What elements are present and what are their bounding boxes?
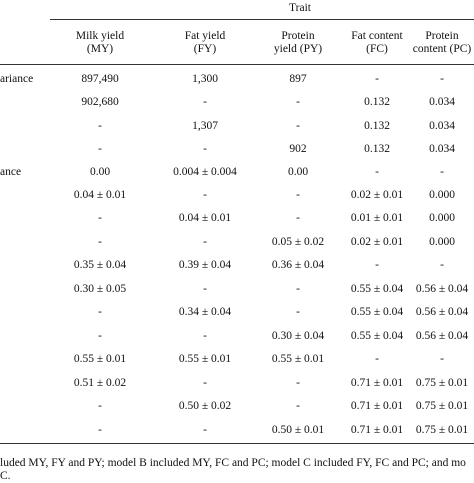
cell: 0.132: [364, 96, 390, 108]
cell: 0.00: [287, 166, 309, 178]
cell: -: [296, 377, 300, 389]
cell: 0.36 ± 0.04: [271, 259, 325, 271]
cell: -: [375, 259, 379, 271]
cell: 902: [289, 143, 307, 155]
cell: 0.34 ± 0.04: [178, 306, 232, 318]
cell: 0.71 ± 0.01: [350, 424, 404, 436]
cell: -: [296, 306, 300, 318]
cell: 0.55 ± 0.01: [73, 353, 127, 365]
cell: 0.75 ± 0.01: [415, 400, 469, 412]
cell: 0.56 ± 0.04: [415, 306, 469, 318]
cell: 897,490: [81, 73, 119, 85]
cell: 0.56 ± 0.04: [415, 283, 469, 295]
cell: -: [98, 330, 102, 342]
cell: 0.55 ± 0.04: [350, 330, 404, 342]
cell: 1,300: [192, 73, 218, 85]
cell: 0.034: [429, 143, 455, 155]
cell: -: [203, 424, 207, 436]
cell: 0.55 ± 0.04: [350, 306, 404, 318]
cell: -: [98, 143, 102, 155]
cell: -: [440, 353, 444, 365]
column-header: Fat content (FC): [351, 30, 403, 55]
cell: 897: [289, 73, 307, 85]
cell: 0.04 ± 0.01: [73, 189, 127, 201]
cell: -: [203, 330, 207, 342]
rule: [0, 64, 474, 65]
cell: -: [203, 377, 207, 389]
cell: 0.04 ± 0.01: [178, 212, 232, 224]
cell: 0.56 ± 0.04: [415, 330, 469, 342]
cell: 0.034: [429, 120, 455, 132]
cell: 0.01 ± 0.01: [350, 212, 404, 224]
cell: 0.000: [429, 189, 455, 201]
cell: -: [375, 353, 379, 365]
cell: -: [203, 189, 207, 201]
cell: 0.000: [429, 236, 455, 248]
cell: 0.71 ± 0.01: [350, 377, 404, 389]
cell: -: [203, 283, 207, 295]
cell: -: [440, 259, 444, 271]
cell: -: [296, 283, 300, 295]
cell: 0.55 ± 0.04: [350, 283, 404, 295]
cell: 0.35 ± 0.04: [73, 259, 127, 271]
cell: -: [203, 143, 207, 155]
cell: 0.39 ± 0.04: [178, 259, 232, 271]
cell: -: [296, 400, 300, 412]
cell: 0.51 ± 0.02: [73, 377, 127, 389]
cell: 0.30 ± 0.04: [271, 330, 325, 342]
cell: -: [98, 400, 102, 412]
column-header: Milk yield (MY): [75, 30, 125, 55]
cell: 0.50 ± 0.01: [271, 424, 325, 436]
cell: 0.004 ± 0.004: [173, 166, 237, 178]
cell: 0.00: [89, 166, 111, 178]
column-header: Protein content (PC): [412, 30, 472, 55]
cell: -: [296, 212, 300, 224]
cell: 0.75 ± 0.01: [415, 424, 469, 436]
cell: 902,680: [81, 96, 119, 108]
cell: -: [98, 120, 102, 132]
rule: [50, 19, 474, 20]
cell: 0.02 ± 0.01: [350, 189, 404, 201]
cell: -: [296, 96, 300, 108]
cell: -: [98, 424, 102, 436]
footnote: C.: [0, 470, 11, 482]
cell: -: [203, 236, 207, 248]
column-header: Protein yield (PY): [273, 30, 323, 55]
cell: -: [98, 306, 102, 318]
cell: -: [375, 73, 379, 85]
cell: -: [296, 120, 300, 132]
cell: 0.55 ± 0.01: [178, 353, 232, 365]
cell: 0.50 ± 0.02: [178, 400, 232, 412]
cell: -: [98, 236, 102, 248]
cell: -: [440, 73, 444, 85]
cell: 0.132: [364, 143, 390, 155]
cell: -: [203, 96, 207, 108]
cell: 1,307: [192, 120, 218, 132]
cell: 0.05 ± 0.02: [271, 236, 325, 248]
cell: 0.30 ± 0.05: [73, 283, 127, 295]
cell: 0.71 ± 0.01: [350, 400, 404, 412]
cell: 0.000: [429, 212, 455, 224]
cell: 0.02 ± 0.01: [350, 236, 404, 248]
cell: -: [98, 212, 102, 224]
cell: -: [375, 166, 379, 178]
cell: -: [296, 189, 300, 201]
cell: 0.034: [429, 96, 455, 108]
rule: [0, 443, 474, 444]
cell: 0.75 ± 0.01: [415, 377, 469, 389]
footnote: luded MY, FY and PY; model B included MY…: [0, 457, 466, 469]
group-header: Trait: [289, 2, 311, 14]
cell: 0.132: [364, 120, 390, 132]
row-label: ariance: [0, 73, 34, 85]
column-header: Fat yield (FY): [184, 30, 226, 55]
cell: 0.55 ± 0.01: [271, 353, 325, 365]
row-label: ance: [0, 166, 22, 178]
cell: -: [440, 166, 444, 178]
